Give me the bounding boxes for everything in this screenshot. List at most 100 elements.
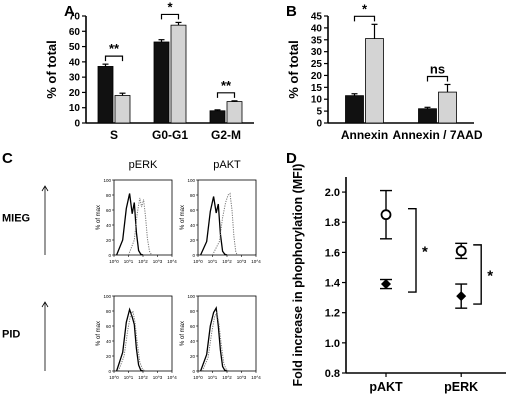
significance-label: * [487, 267, 493, 284]
histogram-y-tick-label: 80 [106, 309, 112, 314]
y-tick-label: 20 [69, 88, 81, 99]
panel-a: A 0 10 20 30 40 50 60 70 % of total ** S * G0-G1 ** G2-… [44, 0, 254, 142]
histogram-x-tick-label: 10^3 [153, 259, 163, 264]
histogram-y-tick-label: 40 [106, 223, 112, 228]
panel-label: C [2, 150, 13, 167]
histogram-frame [113, 179, 173, 256]
histogram-y-label: % of max [96, 205, 102, 230]
histogram-y-label: % of max [180, 321, 186, 346]
histogram-y-tick-label: 20 [106, 238, 112, 243]
histogram-y-tick-label: 0 [108, 369, 111, 374]
bar [345, 95, 364, 124]
histogram-dotted-line [212, 192, 238, 256]
histogram-solid-line [199, 305, 228, 372]
bar [170, 24, 187, 124]
histogram-y-tick-label: 100 [103, 294, 111, 299]
y-tick-label: 50 [69, 42, 81, 53]
y-tick-label: 35 [311, 35, 323, 46]
significance-bracket [216, 92, 236, 98]
histogram-dotted-line [117, 309, 146, 372]
bar [418, 108, 437, 124]
histogram-y-label: % of max [180, 205, 186, 230]
y-tick-label: 1.6 [325, 247, 340, 259]
histogram-y-tick-label: 80 [106, 193, 112, 198]
histogram-x-tick-label: 10^1 [208, 259, 218, 264]
y-tick-label: 0 [74, 119, 80, 130]
histogram-y-tick-label: 60 [106, 324, 112, 329]
histogram-x-tick-label: 10^4 [251, 259, 261, 264]
y-tick-label: 10 [69, 103, 81, 114]
x-tick-label: S [110, 128, 118, 142]
row-title: MIEG [2, 213, 30, 225]
x-tick-label: Annexin [341, 128, 388, 142]
y-axis-label: Fold increase in phophorylation (MFI) [291, 164, 305, 387]
histogram-x-tick-label: 10^0 [193, 375, 203, 380]
histogram-y-tick-label: 40 [190, 223, 196, 228]
histogram-frame [197, 179, 257, 256]
y-tick-label: 30 [311, 47, 323, 58]
histogram-dotted-line [201, 310, 229, 372]
histogram-x-tick-label: 10^2 [222, 259, 232, 264]
y-tick-label: 45 [311, 12, 323, 23]
histogram-y-label: % of max [96, 321, 102, 346]
y-arrow-head [41, 185, 49, 192]
histogram-y-tick-label: 20 [190, 238, 196, 243]
bar [438, 91, 457, 124]
panel-label: D [286, 150, 297, 167]
histogram-y-tick-label: 60 [106, 208, 112, 213]
significance-label: ** [221, 78, 232, 93]
histogram-y-tick-label: 60 [190, 324, 196, 329]
histogram-x-tick-label: 10^4 [251, 375, 261, 380]
y-axis-label: % of total [286, 40, 301, 99]
significance-bracket [473, 244, 482, 305]
y-tick-label: 0.8 [325, 368, 340, 380]
bar [153, 41, 170, 124]
histogram-x-tick-label: 10^0 [109, 375, 119, 380]
y-tick-label: 30 [69, 73, 81, 84]
histogram-y-tick-label: 100 [103, 178, 111, 183]
histogram-x-tick-label: 10^2 [138, 375, 148, 380]
data-point [455, 245, 467, 257]
histogram-x-tick-label: 10^4 [167, 375, 177, 380]
y-tick-label: 1.4 [325, 278, 341, 290]
significance-label: ns [430, 61, 445, 76]
histogram-x-tick-label: 10^3 [153, 375, 163, 380]
histogram-x-tick-label: 10^3 [237, 259, 247, 264]
histogram-y-tick-label: 0 [108, 253, 111, 258]
bar [209, 110, 226, 124]
y-tick-label: 0 [316, 119, 322, 130]
histogram-x-tick-label: 10^2 [222, 375, 232, 380]
y-tick-label: 1.8 [325, 217, 340, 229]
histogram-x-tick-label: 10^1 [208, 375, 218, 380]
column-title: pAKT [213, 159, 241, 171]
histogram-dotted-line [128, 197, 153, 256]
significance-bracket [426, 75, 449, 82]
histogram-x-tick-label: 10^0 [193, 259, 203, 264]
histogram-y-tick-label: 100 [187, 178, 195, 183]
y-tick-label: 70 [69, 12, 81, 23]
y-tick-label: 40 [311, 23, 323, 34]
bar [114, 95, 131, 124]
y-tick-label: 40 [69, 57, 81, 68]
histogram-y-tick-label: 0 [192, 369, 195, 374]
y-tick-label: 1.2 [325, 308, 340, 320]
significance-bracket [160, 13, 180, 20]
histogram-y-tick-label: 0 [192, 253, 195, 258]
histogram-x-tick-label: 10^3 [237, 375, 247, 380]
histogram-x-tick-label: 10^1 [124, 375, 134, 380]
significance-label: * [422, 243, 428, 260]
x-tick-label: pAKT [369, 380, 403, 394]
y-tick-label: 1.0 [325, 338, 340, 350]
y-tick-label: 60 [69, 27, 81, 38]
bar [97, 66, 114, 124]
panel-d: D 0.8 1.0 1.2 1.4 1.6 1.8 2.0 Fold increase in p… [286, 150, 506, 394]
significance-bracket [408, 207, 417, 293]
x-tick-label: G2-M [211, 128, 241, 142]
histogram-y-tick-label: 40 [190, 339, 196, 344]
histogram-x-tick-label: 10^0 [109, 259, 119, 264]
histogram-y-tick-label: 80 [190, 309, 196, 314]
significance-bracket [353, 15, 376, 22]
histogram-x-tick-label: 10^4 [167, 259, 177, 264]
